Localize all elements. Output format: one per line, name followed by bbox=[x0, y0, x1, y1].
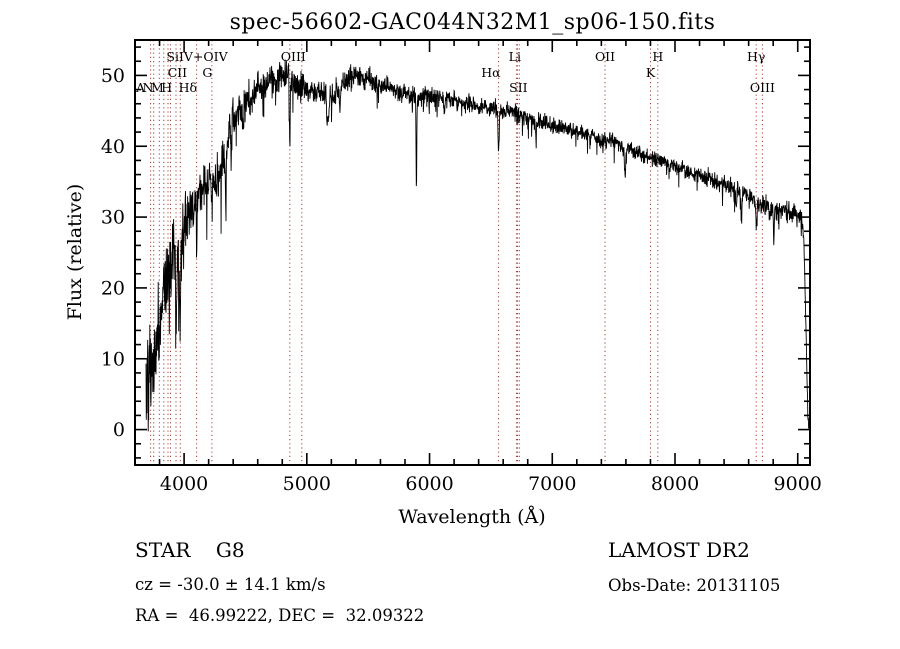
y-tick-label: 10 bbox=[101, 348, 125, 370]
spectral-marker-label: SiIV+OIV bbox=[166, 49, 228, 64]
x-axis-label: Wavelength (Å) bbox=[398, 506, 546, 528]
axes-box bbox=[134, 39, 811, 466]
x-tick-label: 9000 bbox=[774, 473, 822, 495]
spectral-marker-label: SII bbox=[509, 80, 528, 95]
x-tick-label: 8000 bbox=[651, 473, 699, 495]
spectral-marker-label: Li bbox=[509, 49, 521, 64]
spectral-marker-label: H bbox=[652, 49, 663, 64]
ra-dec-value: RA = 46.99222, DEC = 32.09322 bbox=[135, 606, 425, 625]
x-tick-label: 6000 bbox=[405, 473, 453, 495]
spectral-marker-label: OIII bbox=[281, 49, 306, 64]
x-tick-label: 4000 bbox=[160, 473, 208, 495]
spectrum-trace bbox=[145, 59, 810, 432]
x-tick-label: 5000 bbox=[283, 473, 331, 495]
y-tick-label: 50 bbox=[101, 65, 125, 87]
y-tick-label: 0 bbox=[113, 419, 125, 441]
classification-label: STAR G8 bbox=[135, 538, 245, 562]
spectral-marker-label: ANMH bbox=[135, 80, 172, 95]
spectral-marker-label: CII bbox=[168, 65, 188, 80]
obs-date-value: Obs-Date: 20131105 bbox=[608, 576, 781, 595]
cz-value: cz = -30.0 ± 14.1 km/s bbox=[135, 575, 326, 594]
spectral-marker-label: OIII bbox=[750, 80, 775, 95]
survey-label: LAMOST DR2 bbox=[608, 538, 750, 562]
spectral-marker-label: Hδ bbox=[179, 80, 197, 95]
y-axis-label: Flux (relative) bbox=[64, 183, 86, 321]
spectral-marker-label: Hγ bbox=[747, 49, 765, 64]
spectral-marker-label: G bbox=[202, 65, 212, 80]
spectral-marker-label: OII bbox=[595, 49, 615, 64]
y-tick-label: 20 bbox=[101, 277, 125, 299]
spectral-marker-label: K bbox=[646, 65, 656, 80]
y-tick-label: 30 bbox=[101, 207, 125, 229]
spectral-marker-label: Hα bbox=[481, 65, 501, 80]
x-tick-label: 7000 bbox=[528, 473, 576, 495]
y-tick-label: 40 bbox=[101, 136, 125, 158]
plot-title: spec-56602-GAC044N32M1_sp06-150.fits bbox=[229, 10, 716, 35]
